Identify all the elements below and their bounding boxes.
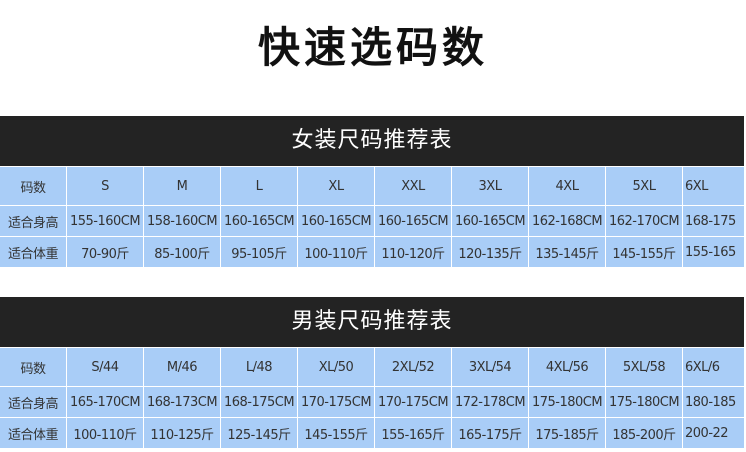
women-table-title: 女装尺码推荐表 — [0, 116, 744, 166]
table-row: 码数 S/44 M/46 L/48 XL/50 2XL/52 3XL/54 4XL/56 5XL… — [0, 347, 744, 386]
table-cell: 4XL/56 — [528, 348, 605, 386]
table-cell: 160-165CM — [451, 206, 528, 236]
table-cell: 168-175 — [682, 206, 744, 236]
table-cell: 162-170CM — [605, 206, 682, 236]
table-cell: 95-105斤 — [220, 237, 297, 267]
page-title: 快速选码数 — [257, 23, 488, 72]
table-row: 适合身高 165-170CM 168-173CM 168-175CM 170-175CM… — [0, 386, 744, 417]
table-cell: S/44 — [66, 348, 143, 386]
table-cell: L/48 — [220, 348, 297, 386]
table-cell: 110-120斤 — [374, 237, 451, 267]
row-label: 适合身高 — [0, 387, 66, 417]
men-table-title: 男装尺码推荐表 — [0, 297, 744, 347]
table-cell: 120-135斤 — [451, 237, 528, 267]
table-cell: 110-125斤 — [143, 418, 220, 448]
table-cell: M — [143, 167, 220, 205]
table-cell: 200-22 — [682, 418, 744, 448]
table-cell: XXL — [374, 167, 451, 205]
table-cell: 165-170CM — [66, 387, 143, 417]
table-cell: XL — [297, 167, 374, 205]
table-cell: 6XL — [682, 167, 744, 205]
men-size-table: 男装尺码推荐表 码数 S/44 M/46 L/48 XL/50 2XL/52 3XL/54 4… — [0, 297, 744, 448]
row-label: 适合体重 — [0, 237, 66, 267]
table-cell: 155-160CM — [66, 206, 143, 236]
table-cell: 175-180CM — [528, 387, 605, 417]
table-cell: 172-178CM — [451, 387, 528, 417]
table-cell: 175-185斤 — [528, 418, 605, 448]
table-cell: 85-100斤 — [143, 237, 220, 267]
table-cell: XL/50 — [297, 348, 374, 386]
table-cell: L — [220, 167, 297, 205]
table-cell: S — [66, 167, 143, 205]
table-cell: 170-175CM — [297, 387, 374, 417]
table-cell: 145-155斤 — [297, 418, 374, 448]
table-cell: 100-110斤 — [66, 418, 143, 448]
table-cell: 185-200斤 — [605, 418, 682, 448]
row-label: 码数 — [0, 167, 66, 205]
table-cell: 70-90斤 — [66, 237, 143, 267]
table-cell: 3XL/54 — [451, 348, 528, 386]
table-cell: 160-165CM — [220, 206, 297, 236]
table-cell: 5XL — [605, 167, 682, 205]
table-cell: 125-145斤 — [220, 418, 297, 448]
table-cell: 2XL/52 — [374, 348, 451, 386]
table-cell: 160-165CM — [297, 206, 374, 236]
table-cell: 170-175CM — [374, 387, 451, 417]
table-cell: M/46 — [143, 348, 220, 386]
table-row: 适合身高 155-160CM 158-160CM 160-165CM 160-165CM… — [0, 205, 744, 236]
row-label: 适合身高 — [0, 206, 66, 236]
table-cell: 145-155斤 — [605, 237, 682, 267]
table-cell: 160-165CM — [374, 206, 451, 236]
table-row: 适合体重 100-110斤 110-125斤 125-145斤 145-155斤 155-… — [0, 417, 744, 448]
table-cell: 100-110斤 — [297, 237, 374, 267]
table-cell: 165-175斤 — [451, 418, 528, 448]
table-row: 码数 S M L XL XXL 3XL 4XL 5XL 6XL — [0, 166, 744, 205]
table-cell: 6XL/6 — [682, 348, 744, 386]
table-cell: 155-165斤 — [374, 418, 451, 448]
table-cell: 3XL — [451, 167, 528, 205]
row-label: 码数 — [0, 348, 66, 386]
women-size-table: 女装尺码推荐表 码数 S M L XL XXL 3XL 4XL 5XL 6XL 适合身高 155-16… — [0, 116, 744, 267]
table-cell: 175-180CM — [605, 387, 682, 417]
table-cell: 162-168CM — [528, 206, 605, 236]
table-cell: 4XL — [528, 167, 605, 205]
table-cell: 180-185 — [682, 387, 744, 417]
table-cell: 158-160CM — [143, 206, 220, 236]
table-row: 适合体重 70-90斤 85-100斤 95-105斤 100-110斤 110-120斤… — [0, 236, 744, 267]
table-cell: 168-173CM — [143, 387, 220, 417]
row-label: 适合体重 — [0, 418, 66, 448]
table-cell: 5XL/58 — [605, 348, 682, 386]
table-cell: 168-175CM — [220, 387, 297, 417]
table-cell: 135-145斤 — [528, 237, 605, 267]
table-cell: 155-165 — [682, 237, 744, 267]
